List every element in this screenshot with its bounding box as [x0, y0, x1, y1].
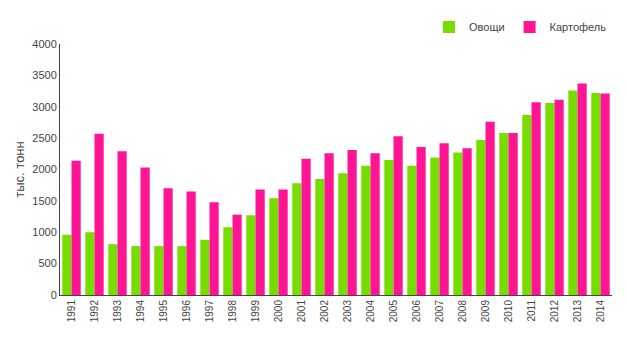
svg-text:2006: 2006: [411, 300, 422, 323]
svg-text:1999: 1999: [250, 300, 261, 323]
svg-text:3500: 3500: [32, 69, 56, 81]
svg-text:1994: 1994: [135, 300, 146, 323]
svg-text:тыс. тонн: тыс. тонн: [12, 141, 27, 197]
svg-text:2009: 2009: [480, 300, 491, 323]
svg-text:2004: 2004: [365, 300, 376, 323]
svg-text:4000: 4000: [32, 38, 56, 50]
svg-text:2007: 2007: [434, 300, 445, 323]
svg-text:2002: 2002: [319, 300, 330, 323]
svg-text:1000: 1000: [32, 226, 56, 238]
svg-text:2001: 2001: [296, 300, 307, 323]
svg-text:Картофель: Картофель: [550, 21, 607, 33]
svg-text:2012: 2012: [549, 300, 560, 323]
svg-text:2013: 2013: [572, 300, 583, 323]
svg-text:2500: 2500: [32, 132, 56, 144]
svg-text:Овощи: Овощи: [469, 21, 505, 33]
svg-text:2003: 2003: [342, 300, 353, 323]
svg-text:0: 0: [51, 289, 57, 301]
svg-text:1997: 1997: [204, 300, 215, 323]
svg-text:3000: 3000: [32, 101, 56, 113]
svg-text:2010: 2010: [503, 300, 514, 323]
svg-text:2014: 2014: [595, 300, 606, 323]
svg-text:1500: 1500: [32, 195, 56, 207]
svg-text:1995: 1995: [158, 300, 169, 323]
svg-text:2000: 2000: [273, 300, 284, 323]
svg-text:2005: 2005: [388, 300, 399, 323]
svg-text:1996: 1996: [181, 300, 192, 323]
svg-text:1991: 1991: [66, 300, 77, 323]
svg-text:1993: 1993: [112, 300, 123, 323]
svg-text:1998: 1998: [227, 300, 238, 323]
svg-text:1992: 1992: [89, 300, 100, 323]
svg-text:2008: 2008: [457, 300, 468, 323]
svg-text:500: 500: [38, 257, 56, 269]
svg-text:2000: 2000: [32, 163, 56, 175]
svg-text:2011: 2011: [526, 300, 537, 322]
